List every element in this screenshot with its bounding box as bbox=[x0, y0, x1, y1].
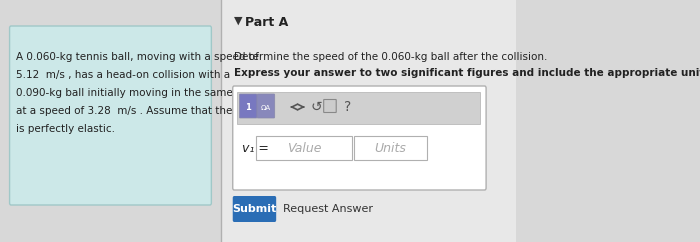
Text: Value: Value bbox=[287, 142, 321, 154]
Text: v₁ =: v₁ = bbox=[241, 142, 268, 154]
Text: A 0.060-kg tennis ball, moving with a speed of: A 0.060-kg tennis ball, moving with a sp… bbox=[16, 52, 259, 62]
Text: ▼: ▼ bbox=[234, 16, 243, 26]
Text: 5.12  m/s , has a head-on collision with a: 5.12 m/s , has a head-on collision with … bbox=[16, 70, 230, 80]
FancyBboxPatch shape bbox=[323, 99, 336, 113]
Text: 1: 1 bbox=[245, 104, 251, 113]
FancyBboxPatch shape bbox=[257, 94, 274, 118]
FancyBboxPatch shape bbox=[239, 94, 257, 118]
Text: is perfectly elastic.: is perfectly elastic. bbox=[16, 124, 116, 134]
FancyBboxPatch shape bbox=[10, 26, 211, 205]
Text: at a speed of 3.28  m/s . Assume that the collision: at a speed of 3.28 m/s . Assume that the… bbox=[16, 106, 279, 116]
Text: Express your answer to two significant figures and include the appropriate units: Express your answer to two significant f… bbox=[234, 68, 700, 78]
Text: Part A: Part A bbox=[244, 16, 288, 29]
Text: ΩA: ΩA bbox=[261, 105, 271, 111]
Text: Submit: Submit bbox=[232, 204, 276, 214]
FancyBboxPatch shape bbox=[232, 196, 276, 222]
FancyBboxPatch shape bbox=[237, 92, 480, 124]
FancyBboxPatch shape bbox=[232, 86, 486, 190]
Text: 0.090-kg ball initially moving in the same direction: 0.090-kg ball initially moving in the sa… bbox=[16, 88, 282, 98]
Text: Units: Units bbox=[374, 142, 406, 154]
Text: ?: ? bbox=[344, 100, 351, 114]
Text: Request Answer: Request Answer bbox=[283, 204, 373, 214]
Text: Determine the speed of the 0.060-kg ball after the collision.: Determine the speed of the 0.060-kg ball… bbox=[234, 52, 547, 62]
FancyBboxPatch shape bbox=[256, 136, 352, 160]
Text: ↺: ↺ bbox=[311, 100, 323, 114]
FancyBboxPatch shape bbox=[354, 136, 427, 160]
FancyBboxPatch shape bbox=[221, 0, 515, 242]
